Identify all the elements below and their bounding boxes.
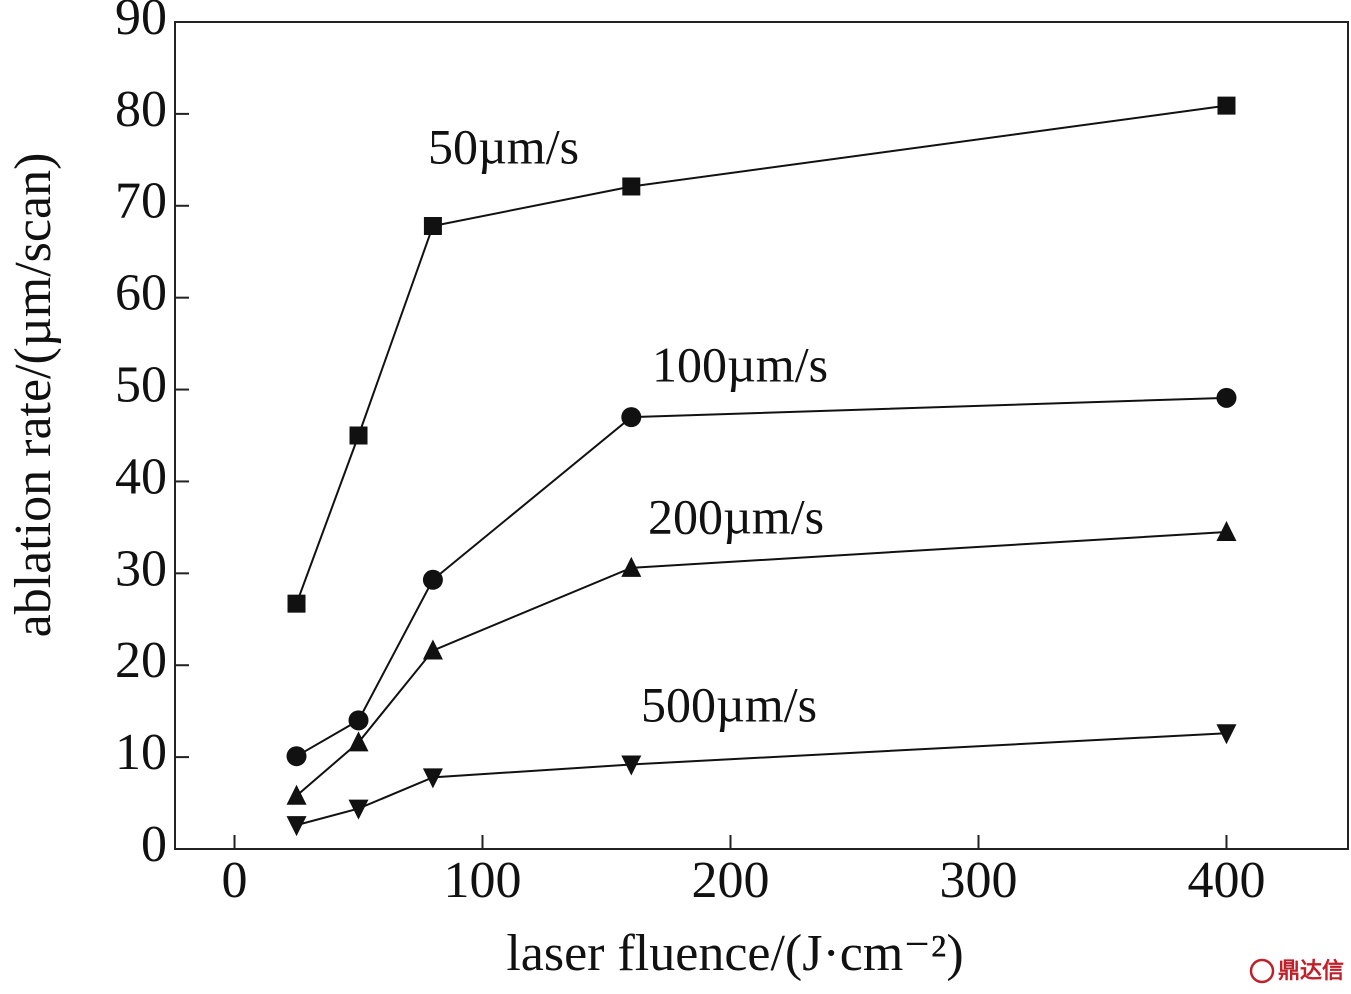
watermark: 鼎达信 [1278,958,1344,984]
marker [422,639,443,660]
y-tick-label: 30 [115,540,167,597]
marker [348,799,369,820]
y-tick-label: 40 [115,448,167,505]
y-tick-label: 90 [115,0,167,46]
marker [287,594,306,613]
marker [348,710,369,731]
marker [621,407,642,428]
x-tick-label: 200 [692,852,770,909]
x-tick-label: 400 [1187,852,1265,909]
marker [1216,520,1237,541]
marker [1216,387,1237,408]
marker [286,746,307,767]
marker [349,426,368,445]
y-tick-label: 0 [141,816,167,873]
watermark-logo [1249,958,1275,984]
series-label: 50µm/s [428,118,579,174]
marker [622,177,641,196]
marker [423,216,442,235]
marker [422,768,443,789]
series-label: 100µm/s [652,336,828,392]
marker [1217,96,1236,115]
marker [422,569,443,590]
y-tick-label: 50 [115,356,167,413]
plot-frame [174,21,1349,850]
series-label: 200µm/s [648,488,824,544]
marker [348,731,369,752]
marker [621,755,642,776]
x-tick-label: 100 [444,852,522,909]
x-tick-label: 0 [222,852,248,909]
x-tick-label: 300 [939,852,1017,909]
marker [621,556,642,577]
marker [286,816,307,837]
y-tick-label: 10 [115,724,167,781]
y-tick-label: 20 [115,632,167,689]
y-tick-label: 80 [115,81,167,138]
series-label: 500µm/s [641,676,817,732]
marker [286,784,307,805]
y-tick-label: 60 [115,265,167,322]
x-axis-label: laser fluence/(J·cm⁻²) [506,925,963,982]
y-tick-label: 70 [115,173,167,230]
y-axis-label: ablation rate/(µm/scan) [5,153,62,638]
marker [1216,724,1237,745]
